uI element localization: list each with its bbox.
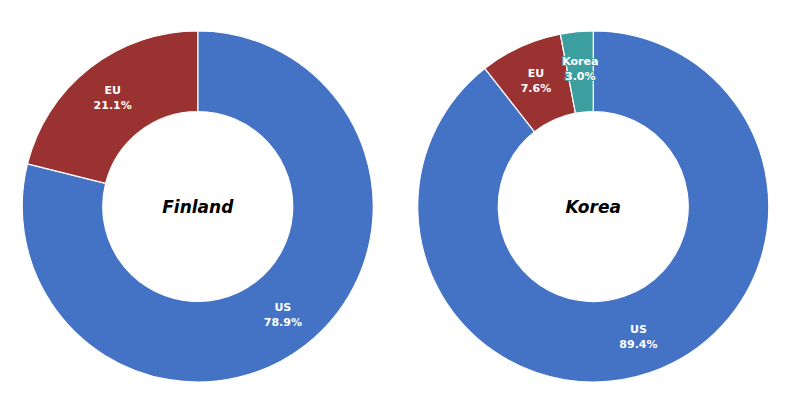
svg-text:Finland: Finland <box>162 197 234 217</box>
svg-text:US: US <box>274 301 291 314</box>
svg-text:89.4%: 89.4% <box>619 338 657 351</box>
svg-text:US: US <box>630 323 647 336</box>
svg-text:3.0%: 3.0% <box>565 70 596 83</box>
svg-text:7.6%: 7.6% <box>521 82 552 95</box>
svg-text:Korea: Korea <box>562 55 598 68</box>
svg-text:EU: EU <box>528 67 544 80</box>
svg-text:78.9%: 78.9% <box>264 316 302 329</box>
svg-text:EU: EU <box>104 84 120 97</box>
svg-text:21.1%: 21.1% <box>94 99 132 112</box>
svg-text:Korea: Korea <box>566 197 621 217</box>
